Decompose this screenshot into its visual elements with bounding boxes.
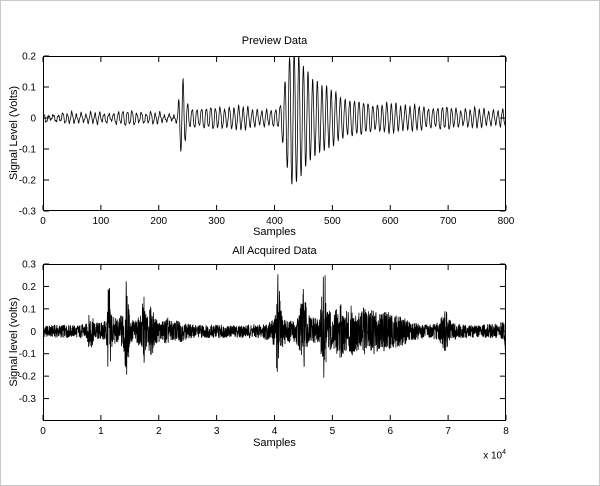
- svg-text:500: 500: [324, 216, 341, 227]
- svg-text:3: 3: [214, 426, 220, 437]
- svg-text:100: 100: [93, 216, 110, 227]
- svg-text:5: 5: [330, 426, 336, 437]
- preview-x-axis-label: Samples: [253, 226, 296, 238]
- svg-text:600: 600: [382, 216, 399, 227]
- svg-text:0.1: 0.1: [22, 83, 36, 94]
- svg-text:700: 700: [440, 216, 457, 227]
- acquired-plot-area: 0 1 2 3 4 5 6 7 8 0.3 0.2 0.1 0 -0.1 -0.2 -0.3: [19, 260, 509, 438]
- svg-text:0.1: 0.1: [22, 304, 36, 315]
- svg-text:-0.2: -0.2: [19, 372, 37, 383]
- x-axis-multiplier-exponent: 4: [502, 449, 506, 456]
- preview-plot-area: 0 100 200 300 400 500 600 700 800 0.2 0.1 0 -0.1 -0.2…: [19, 52, 515, 228]
- svg-text:2: 2: [156, 426, 162, 437]
- x-axis-multiplier-base: x 10: [483, 450, 503, 462]
- svg-text:400: 400: [266, 216, 283, 227]
- svg-text:0: 0: [30, 114, 36, 125]
- svg-text:7: 7: [445, 426, 451, 437]
- svg-text:0: 0: [40, 426, 46, 437]
- svg-text:1: 1: [98, 426, 104, 437]
- acquired-x-axis-label: Samples: [253, 437, 296, 449]
- preview-chart-title: Preview Data: [241, 35, 308, 47]
- svg-text:-0.1: -0.1: [19, 145, 37, 156]
- svg-text:800: 800: [498, 216, 515, 227]
- svg-text:-0.3: -0.3: [19, 394, 37, 405]
- svg-text:8: 8: [503, 426, 509, 437]
- svg-text:300: 300: [208, 216, 225, 227]
- preview-y-axis-label: Signal Level (Volts): [8, 85, 20, 181]
- svg-text:-0.1: -0.1: [19, 349, 37, 360]
- svg-text:-0.3: -0.3: [19, 207, 37, 218]
- svg-text:200: 200: [150, 216, 167, 227]
- svg-text:6: 6: [387, 426, 393, 437]
- svg-text:-0.2: -0.2: [19, 176, 37, 187]
- svg-text:0.2: 0.2: [22, 282, 36, 293]
- svg-text:0: 0: [30, 327, 36, 338]
- svg-text:0: 0: [40, 216, 46, 227]
- x-axis-multiplier: x 104: [43, 449, 506, 461]
- acquired-chart-title: All Acquired Data: [232, 245, 317, 257]
- svg-text:4: 4: [272, 426, 278, 437]
- svg-text:0.2: 0.2: [22, 52, 36, 63]
- svg-text:0.3: 0.3: [22, 260, 36, 271]
